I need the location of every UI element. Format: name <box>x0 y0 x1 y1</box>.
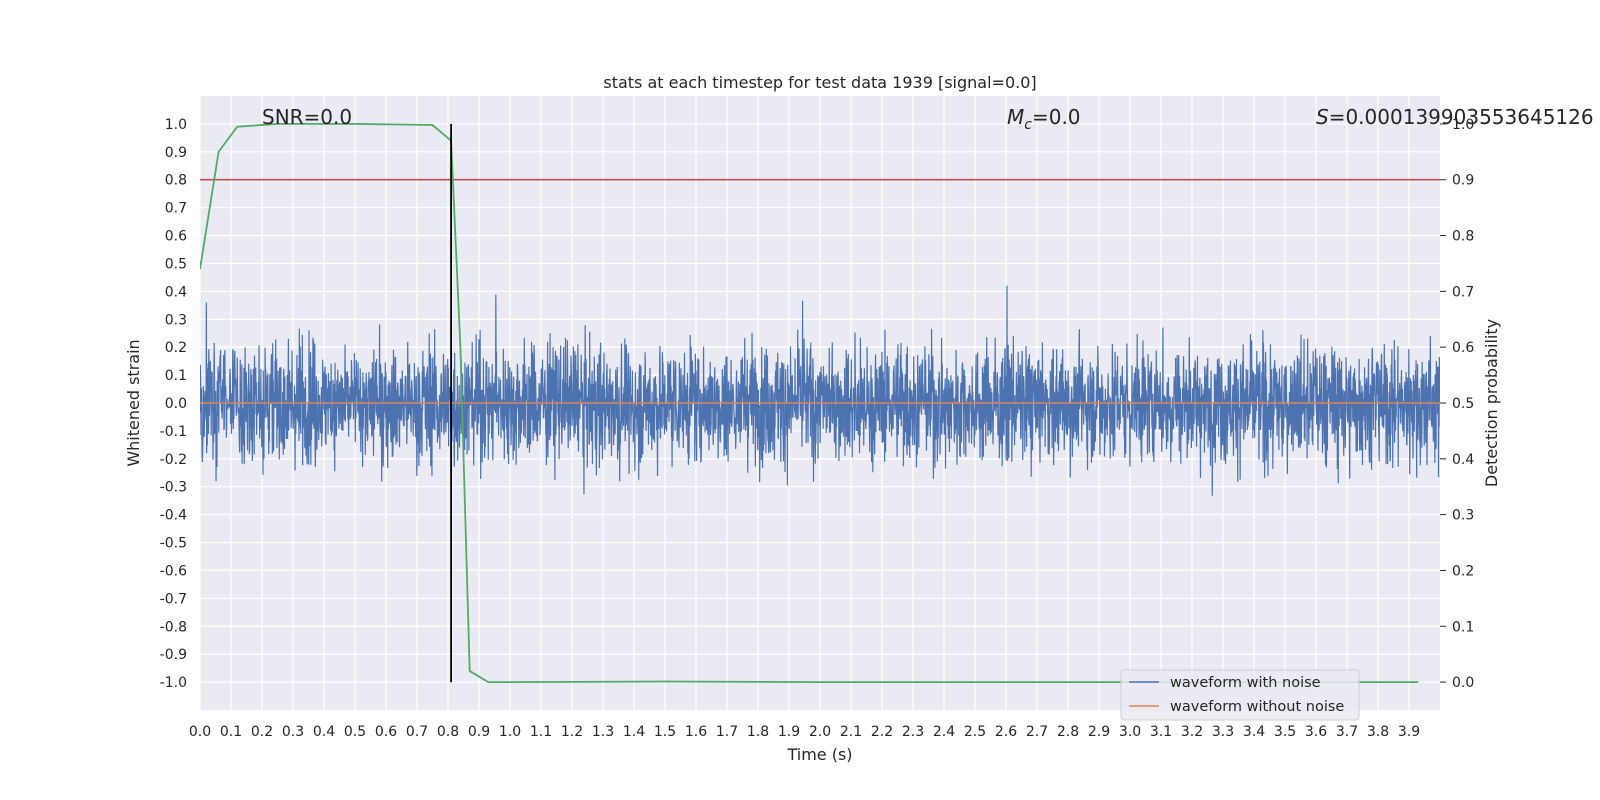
x-tick-label: 0.3 <box>282 724 304 740</box>
x-tick-label: 0.2 <box>251 724 273 740</box>
x-tick-label: 3.4 <box>1243 724 1265 740</box>
y2-tick-label: 0.1 <box>1452 619 1474 635</box>
x-tick-label: 2.0 <box>809 724 831 740</box>
y-tick-label: -0.3 <box>160 480 187 496</box>
x-tick-label: 3.1 <box>1150 724 1172 740</box>
y2-tick-label: 0.0 <box>1452 675 1474 691</box>
series-waveform-with-noise <box>200 285 1440 496</box>
x-tick-label: 0.8 <box>437 724 459 740</box>
y-tick-label: -0.4 <box>160 508 187 524</box>
x-tick-label: 0.7 <box>406 724 428 740</box>
y-tick-label: -0.5 <box>160 536 187 552</box>
y2-tick-label: 0.6 <box>1452 340 1474 356</box>
x-tick-label: 1.6 <box>685 724 707 740</box>
x-tick-label: 1.8 <box>747 724 769 740</box>
legend-box <box>1120 669 1360 721</box>
y-tick-label: 0.4 <box>165 284 187 300</box>
s-annotation: S=0.00013990355364512​6 <box>1316 105 1594 129</box>
x-tick-label: 3.9 <box>1398 724 1420 740</box>
chart-title: stats at each timestep for test data 193… <box>603 73 1036 92</box>
x-tick-label: 2.2 <box>871 724 893 740</box>
x-tick-label: 3.6 <box>1305 724 1327 740</box>
x-tick-label: 2.9 <box>1088 724 1110 740</box>
y-tick-label: 0.7 <box>165 201 187 217</box>
x-tick-label: 0.4 <box>313 724 335 740</box>
y-tick-label: -0.6 <box>160 563 187 579</box>
x-axis-label: Time (s) <box>786 745 852 764</box>
x-tick-label: 2.8 <box>1057 724 1079 740</box>
y-tick-label: 0.8 <box>165 173 187 189</box>
series-layer <box>200 123 1440 683</box>
y2-tick-label: 0.7 <box>1452 284 1474 300</box>
x-tick-label: 1.7 <box>716 724 738 740</box>
y-tick-label: -0.8 <box>160 619 187 635</box>
x-tick-label: 0.5 <box>344 724 366 740</box>
series-detection-probability <box>200 123 1419 683</box>
x-tick-label: 1.3 <box>592 724 614 740</box>
x-tick-label: 0.9 <box>468 724 490 740</box>
x-tick-labels: 0.0 0.1 0.2 0.3 0.4 0.5 0.6 0.7 0.8 0.9 1.0 1.1 1.2 1… <box>189 724 1420 740</box>
y2-tick-label: 0.5 <box>1452 396 1474 412</box>
x-tick-label: 3.3 <box>1212 724 1234 740</box>
x-tick-label: 0.1 <box>220 724 242 740</box>
y-tick-label: -1.0 <box>160 675 187 691</box>
y-tick-label: -0.7 <box>160 591 187 607</box>
x-tick-label: 2.5 <box>964 724 986 740</box>
x-tick-label: 1.1 <box>530 724 552 740</box>
x-tick-label: 3.0 <box>1119 724 1141 740</box>
x-tick-label: 2.4 <box>933 724 955 740</box>
legend: waveform with noise waveform without noi… <box>1120 669 1360 721</box>
x-tick-label: 1.2 <box>561 724 583 740</box>
x-tick-label: 0.6 <box>375 724 397 740</box>
y-tick-labels: 1.0 0.9 0.8 0.7 0.6 0.5 0.4 0.3 0.2 0.1 0.0 -0.1 -0.… <box>160 117 187 691</box>
y2-tick-label: 0.8 <box>1452 229 1474 245</box>
x-tick-label: 3.7 <box>1336 724 1358 740</box>
y-tick-label: 0.1 <box>165 368 187 384</box>
y2-tick-labels: 1.0 0.9 0.8 0.7 0.6 0.5 0.4 0.3 0.2 0.1 0.0 <box>1440 117 1474 691</box>
legend-label-noise: waveform with noise <box>1170 675 1321 691</box>
y2-tick-label: 0.9 <box>1452 173 1474 189</box>
y-axis-label: Whitened strain <box>124 339 143 466</box>
y-tick-label: 1.0 <box>165 117 187 133</box>
y-tick-label: 0.9 <box>165 145 187 161</box>
x-tick-label: 3.8 <box>1367 724 1389 740</box>
x-tick-label: 3.2 <box>1181 724 1203 740</box>
x-tick-label: 3.5 <box>1274 724 1296 740</box>
legend-label-clean: waveform without noise <box>1170 699 1344 715</box>
x-tick-label: 2.3 <box>902 724 924 740</box>
y2-tick-label: 1.0 <box>1452 117 1474 133</box>
x-tick-label: 2.7 <box>1026 724 1048 740</box>
x-tick-label: 0.0 <box>189 724 211 740</box>
y2-axis-label: Detection probability <box>1482 319 1501 487</box>
y-tick-label: 0.5 <box>165 256 187 272</box>
y-tick-label: 0.0 <box>165 396 187 412</box>
x-tick-label: 1.0 <box>499 724 521 740</box>
y-tick-label: 0.3 <box>165 312 187 328</box>
y2-tick-label: 0.2 <box>1452 563 1474 579</box>
x-tick-label: 2.6 <box>995 724 1017 740</box>
y-tick-label: -0.2 <box>160 452 187 468</box>
y-tick-label: 0.6 <box>165 229 187 245</box>
y-tick-label: 0.2 <box>165 340 187 356</box>
mc-annotation: Mc=0.0 <box>1007 105 1081 133</box>
x-tick-label: 1.9 <box>778 724 800 740</box>
x-tick-label: 1.4 <box>623 724 645 740</box>
x-tick-label: 2.1 <box>840 724 862 740</box>
y-tick-label: -0.9 <box>160 647 187 663</box>
x-tick-label: 1.5 <box>654 724 676 740</box>
y2-tick-label: 0.3 <box>1452 508 1474 524</box>
y2-tick-label: 0.4 <box>1452 452 1474 468</box>
snr-annotation: SNR=0.0 <box>262 105 352 129</box>
y-tick-label: -0.1 <box>160 424 187 440</box>
